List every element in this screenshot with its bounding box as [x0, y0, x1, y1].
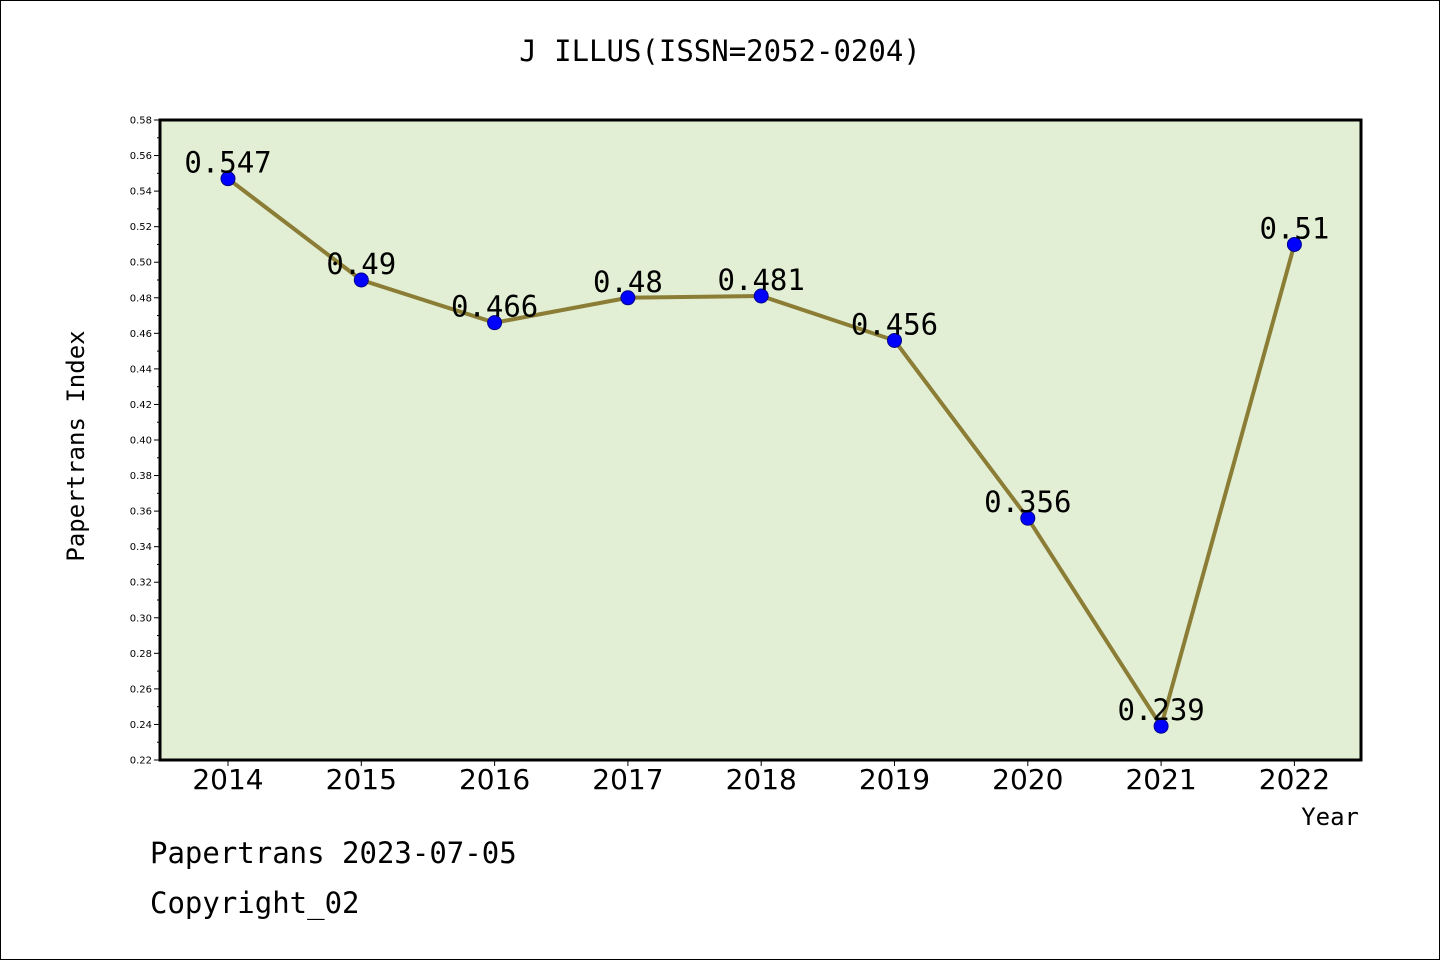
data-label: 0.49	[326, 247, 396, 281]
x-tick-label: 2015	[326, 763, 397, 796]
y-tick-label: 0.56	[130, 151, 152, 162]
data-label: 0.48	[593, 265, 663, 299]
y-tick-label: 0.32	[130, 578, 152, 589]
y-axis-title: Papertrans Index	[62, 330, 90, 561]
footer-copyright: Copyright_02	[150, 886, 360, 920]
x-tick-label: 2021	[1125, 763, 1196, 796]
data-label: 0.51	[1259, 211, 1329, 245]
y-tick-label: 0.22	[130, 756, 152, 767]
y-tick-label: 0.54	[130, 187, 152, 198]
x-axis: 2014 2015 2016 2017 2018 2019 2020 2021 2022	[192, 760, 1330, 796]
data-point	[1286, 236, 1302, 252]
y-tick-label: 0.52	[130, 222, 152, 233]
x-axis-title: Year	[1301, 803, 1359, 831]
y-axis: 0.22 0.24 0.26 0.28 0.30 0.32 0.34 0.36 0.38 0.40…	[130, 116, 160, 767]
chart-title: J ILLUS(ISSN=2052-0204)	[519, 34, 921, 68]
data-label: 0.239	[1117, 693, 1204, 727]
data-point	[887, 332, 902, 348]
data-point	[353, 272, 369, 288]
data-label: 0.356	[984, 485, 1071, 519]
x-tick-label: 2017	[592, 763, 663, 796]
y-tick-label: 0.44	[130, 364, 152, 375]
y-tick-label: 0.26	[130, 684, 152, 695]
data-point	[487, 315, 503, 331]
x-tick-label: 2019	[859, 763, 930, 796]
y-tick-label: 0.36	[130, 507, 152, 518]
footer-date: Papertrans 2023-07-05	[150, 836, 517, 870]
y-tick-label: 0.48	[130, 293, 152, 304]
y-tick-label: 0.34	[130, 542, 152, 553]
y-tick-label: 0.40	[130, 436, 152, 447]
data-point	[753, 288, 769, 304]
y-tick-label: 0.58	[130, 116, 152, 127]
data-label: 0.456	[851, 307, 938, 341]
x-tick-label: 2020	[992, 763, 1063, 796]
y-tick-label: 0.46	[130, 329, 152, 340]
x-tick-label: 2014	[192, 763, 263, 796]
data-label: 0.547	[184, 146, 271, 180]
data-label: 0.481	[718, 263, 805, 297]
data-point	[620, 290, 636, 306]
data-point	[220, 171, 236, 187]
x-tick-label: 2016	[459, 763, 530, 796]
y-tick-label: 0.50	[130, 258, 152, 269]
y-tick-label: 0.42	[130, 400, 152, 411]
y-tick-label: 0.24	[130, 720, 152, 731]
x-tick-label: 2022	[1259, 763, 1330, 796]
x-tick-label: 2018	[726, 763, 797, 796]
data-point	[1020, 510, 1036, 526]
y-tick-label: 0.28	[130, 649, 152, 660]
data-point	[1153, 718, 1169, 734]
y-tick-label: 0.30	[130, 613, 152, 624]
data-label: 0.466	[451, 290, 538, 324]
series: 0.547 0.49 0.466 0.48 0.481 0.456 0.356 0.239 0.…	[184, 146, 1329, 734]
plot-area	[158, 118, 1363, 762]
y-tick-label: 0.38	[130, 471, 152, 482]
